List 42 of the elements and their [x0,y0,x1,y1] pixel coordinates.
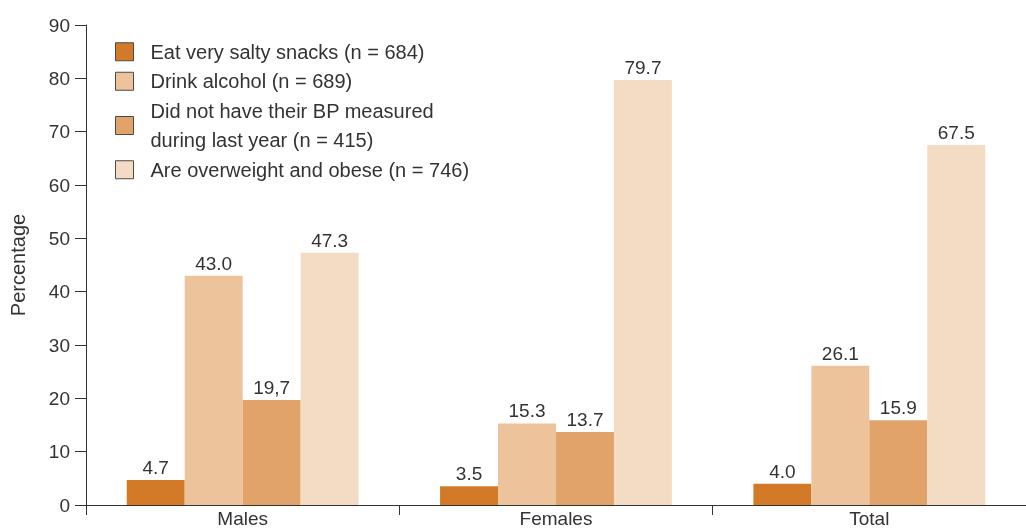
data-label: 47.3 [311,229,349,251]
bar [613,79,672,505]
data-label: 15.3 [508,400,546,422]
y-tick-label: 20 [48,387,70,409]
bar [811,365,870,505]
legend-label: Drink alcohol (n = 689) [150,70,353,93]
data-label: 67.5 [937,122,975,143]
y-tick-label: 90 [48,14,70,36]
bar [242,399,301,505]
bar [440,486,499,505]
bar [927,145,986,505]
bar [498,423,556,505]
y-tick-label: 70 [48,121,70,143]
x-tick-label: Females [519,508,593,529]
y-tick-label: 50 [48,227,70,249]
bar [556,431,614,505]
y-tick-label: 40 [48,281,70,303]
data-label: 79.7 [624,56,662,78]
bar [869,420,928,505]
y-tick-label: 30 [48,334,70,356]
bar [184,275,243,505]
y-axis-title: Percentage [7,213,29,317]
y-tick-label: 60 [48,174,70,196]
legend-label: Are overweight and obese (n = 746) [150,158,470,181]
y-tick-label: 0 [59,494,70,516]
data-label: 26.1 [821,342,859,364]
data-label: 13.7 [566,408,604,430]
data-label: 43.0 [195,252,233,274]
y-tick-label: 10 [48,441,70,463]
legend-label: Eat very salty snacks (n = 684) [150,40,425,63]
data-label: 4.0 [769,460,796,482]
data-label: 4.7 [142,456,169,478]
data-label: 3.5 [455,463,483,485]
data-label: 15.9 [879,397,917,419]
x-tick-label: Males [217,508,269,529]
data-label: 19,7 [253,376,291,398]
legend-label: Did not have their BP measured during last year (n = 415) [150,99,440,152]
y-tick-label: 80 [48,67,70,89]
bar [753,483,812,505]
x-tick-label: Total [849,508,890,529]
bar [126,479,185,505]
bar [300,252,359,505]
